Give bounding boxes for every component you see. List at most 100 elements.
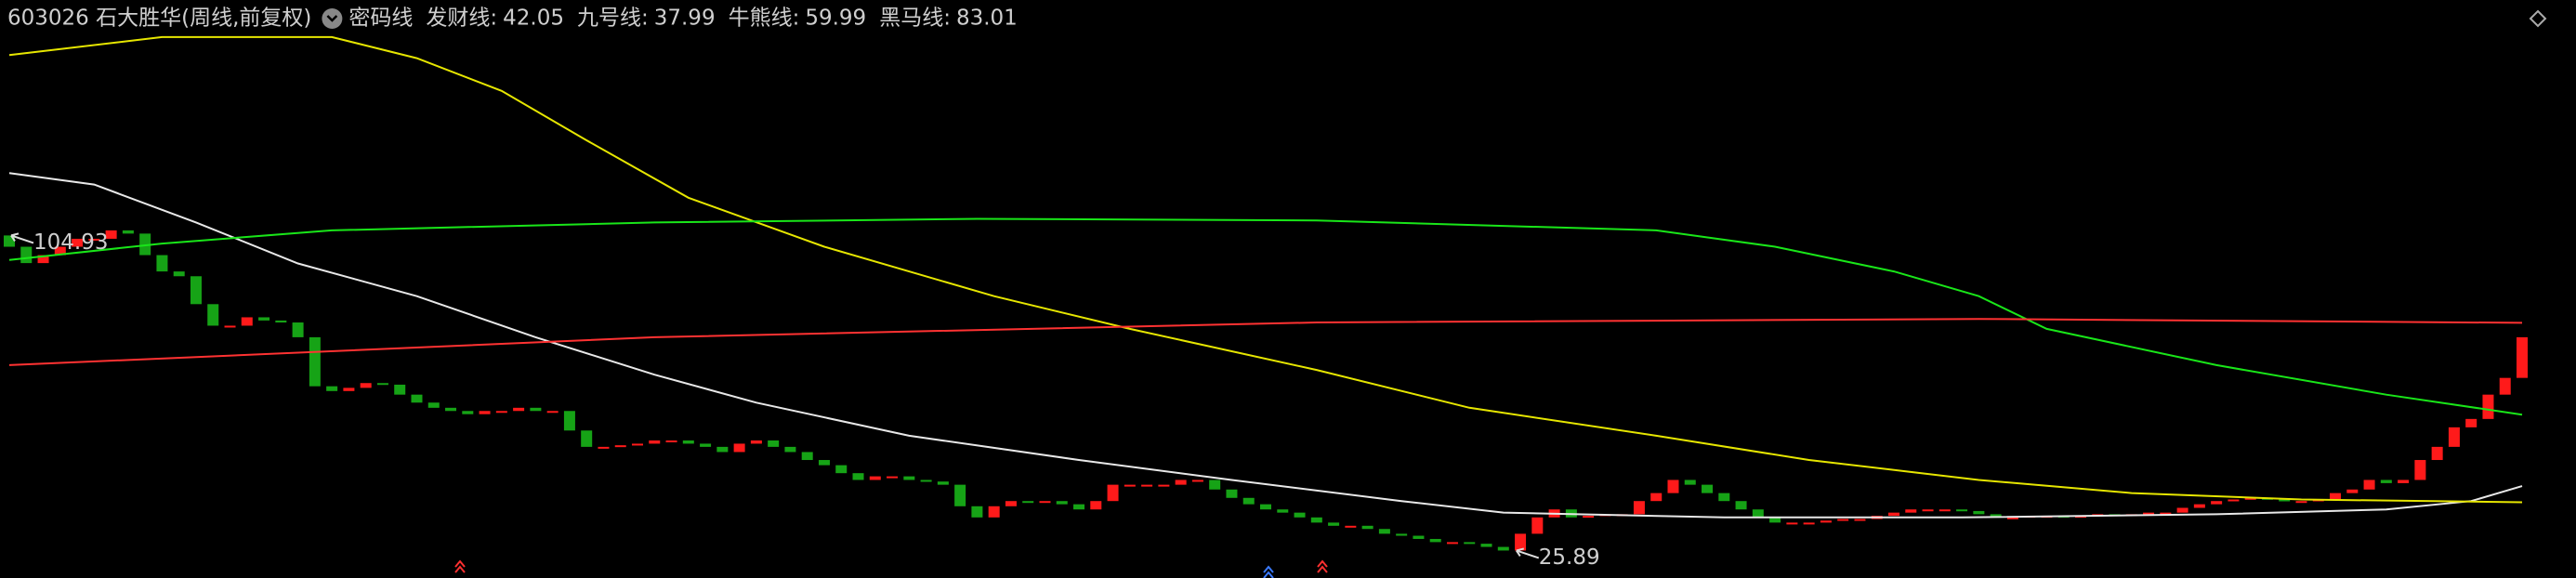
- indicator-chevron: [326, 15, 338, 22]
- candle-body: [1175, 479, 1187, 485]
- candle-body: [2006, 517, 2018, 519]
- candle-body: [1378, 529, 1390, 534]
- candle-body: [920, 479, 932, 482]
- candle-body: [190, 276, 202, 305]
- candle-body: [445, 407, 457, 412]
- candle-body: [513, 407, 525, 412]
- candle-body: [1854, 519, 1866, 521]
- candle-body: [1803, 522, 1815, 525]
- candle-body: [1413, 535, 1425, 539]
- candle-body: [88, 238, 100, 241]
- candle-body: [1361, 525, 1373, 530]
- candle-body: [1226, 489, 1238, 498]
- candle-body: [2143, 512, 2155, 515]
- candle-body: [479, 411, 491, 414]
- extreme-arrow: [10, 232, 34, 244]
- candle-body: [1667, 479, 1679, 493]
- candle-body: [360, 383, 372, 388]
- candle-body: [632, 443, 643, 446]
- signal-marker: [1317, 559, 1328, 573]
- candle-body: [869, 476, 881, 480]
- chart-title: 603026 石大胜华(周线,前复权): [7, 7, 311, 31]
- candle-body: [139, 233, 151, 256]
- candle-body: [598, 446, 610, 449]
- candle-body: [1107, 484, 1119, 502]
- candle-body: [1294, 512, 1306, 518]
- candle-body: [2482, 394, 2494, 419]
- candle-body: [1515, 533, 1527, 551]
- candle-body: [649, 440, 661, 444]
- candle-body: [1446, 542, 1458, 545]
- candle-body: [1497, 546, 1509, 551]
- candle-body: [122, 230, 134, 234]
- candle-body: [852, 473, 864, 480]
- candle-body: [326, 386, 338, 391]
- indicator-icon[interactable]: [322, 8, 343, 29]
- legend-name: 牛熊线:: [729, 7, 800, 31]
- candle-body: [1141, 484, 1153, 487]
- legend-value: 42.05: [503, 7, 564, 31]
- candle-body: [241, 317, 253, 326]
- candle-body: [818, 460, 830, 466]
- indicator-name[interactable]: 密码线: [348, 7, 413, 31]
- extreme-arrow: [1515, 547, 1540, 559]
- candle-body: [156, 255, 168, 272]
- candle-body: [733, 443, 745, 453]
- candle-body: [2211, 501, 2223, 505]
- candle-body: [1429, 538, 1441, 543]
- candle-body: [54, 246, 66, 256]
- candle-body: [563, 411, 575, 431]
- candle-body: [784, 446, 796, 453]
- candle-body: [954, 484, 966, 506]
- candle-body: [37, 255, 49, 264]
- candle-body: [1396, 533, 1408, 536]
- candle-body: [682, 440, 694, 444]
- candle-body: [1158, 484, 1170, 487]
- candle-body: [2193, 504, 2205, 508]
- candle-body: [546, 411, 559, 414]
- candle-body: [1260, 504, 1271, 510]
- candle-body: [1718, 493, 1730, 502]
- candle-body: [411, 394, 423, 403]
- candle-body: [1684, 479, 1696, 485]
- candle-body: [530, 407, 542, 412]
- candle-body: [665, 440, 677, 443]
- signal-marker: [1263, 565, 1274, 578]
- candle-body: [72, 238, 84, 247]
- candle-body: [1531, 517, 1544, 534]
- candle-body: [1345, 525, 1357, 528]
- candle-body: [1328, 522, 1340, 526]
- candle-body: [275, 320, 287, 323]
- candle-body: [2517, 336, 2528, 378]
- extreme-label: 25.89: [1539, 545, 1600, 570]
- candle-body: [2176, 507, 2188, 513]
- candle-body: [20, 246, 33, 264]
- candle-body: [1820, 520, 1832, 523]
- candle-body: [581, 430, 593, 447]
- candle-body: [2398, 479, 2410, 483]
- candle-body: [224, 325, 236, 328]
- diamond-icon[interactable]: [2529, 9, 2547, 28]
- candle-body: [835, 465, 848, 474]
- candle-body: [258, 317, 270, 321]
- candle-body: [105, 230, 117, 239]
- candle-body: [1956, 509, 1968, 512]
- legend-value: 37.99: [654, 7, 716, 31]
- candle-body: [1702, 484, 1714, 493]
- legend-name: 九号线:: [577, 7, 649, 31]
- candle-body: [1837, 519, 1849, 521]
- legend-value: 59.99: [805, 7, 866, 31]
- candle-body: [1209, 479, 1221, 490]
- candle-body: [1973, 510, 1985, 515]
- candle-body: [376, 383, 388, 386]
- candle-body: [937, 481, 949, 485]
- candle-body: [1939, 509, 1951, 512]
- candle-body: [427, 402, 440, 408]
- candle-body: [2295, 501, 2307, 504]
- legend-value: 83.01: [956, 7, 1018, 31]
- candle-body: [1022, 501, 1034, 504]
- candle-body: [2448, 427, 2460, 447]
- candle-body: [462, 411, 474, 414]
- legend-name: 黑马线:: [879, 7, 951, 31]
- candle-body: [716, 446, 729, 453]
